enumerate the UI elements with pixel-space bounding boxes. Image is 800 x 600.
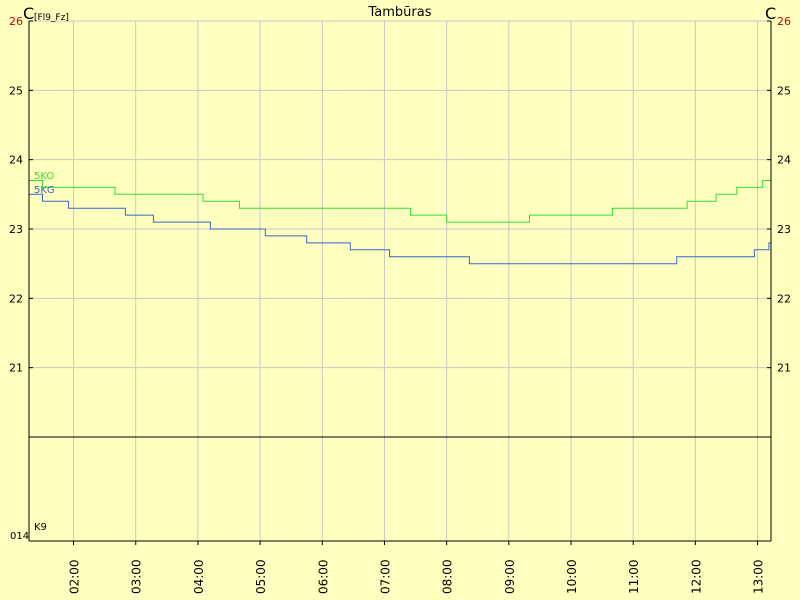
y-unit-right: C [765, 4, 776, 23]
y-tick-label-right: 26 [777, 15, 791, 28]
x-tick-label: 08:00 [441, 559, 455, 594]
lower-panel-label: K9 [34, 522, 47, 533]
axes [28, 21, 772, 542]
chart-title: Tambūras [368, 5, 432, 20]
x-tick-label: 04:00 [192, 559, 206, 594]
x-tick-label: 07:00 [378, 559, 392, 594]
y-tick-label-right: 25 [777, 84, 791, 97]
y-unit-left: C [23, 4, 34, 23]
lower-panel-bottom-label: 014 [10, 531, 29, 542]
series-line-5ko [29, 180, 771, 223]
y-tick-label-left: 23 [9, 223, 23, 236]
y-tick-label-left: 24 [9, 154, 23, 167]
y-tick-label-right: 23 [777, 223, 791, 236]
series-line-5kg [29, 193, 771, 265]
x-tick-label: 05:00 [254, 559, 268, 594]
x-tick-label: 09:00 [503, 559, 517, 594]
legend-5kg: 5KG [34, 185, 55, 196]
y-tick-label-left: 25 [9, 84, 23, 97]
y-unit-left-sub: [Fl9_Fz] [34, 13, 69, 23]
series-layer [29, 180, 771, 265]
legend-5ko: 5KO [34, 171, 54, 182]
x-tick-label: 06:00 [316, 559, 330, 594]
y-tick-label-left: 22 [9, 292, 23, 305]
x-tick-label: 03:00 [130, 559, 144, 594]
x-tick-label: 11:00 [627, 559, 641, 594]
tick-labels: 26 26 25 25 24 24 23 23 22 22 21 21 02:00 03:00 04:00 0… [9, 15, 791, 594]
x-tick-label: 02:00 [68, 559, 82, 594]
x-tick-label: 10:00 [565, 559, 579, 594]
y-tick-label-left: 26 [9, 15, 23, 28]
y-tick-label-right: 24 [777, 154, 791, 167]
y-tick-label-right: 22 [777, 292, 791, 305]
y-tick-label-left: 21 [9, 362, 23, 375]
x-tick-label: 13:00 [752, 559, 766, 594]
x-tick-label: 12:00 [689, 559, 703, 594]
labels: Tambūras C [Fl9_Fz] C K9 014 [10, 4, 776, 542]
grid [29, 20, 771, 545]
y-tick-label-right: 21 [777, 362, 791, 375]
